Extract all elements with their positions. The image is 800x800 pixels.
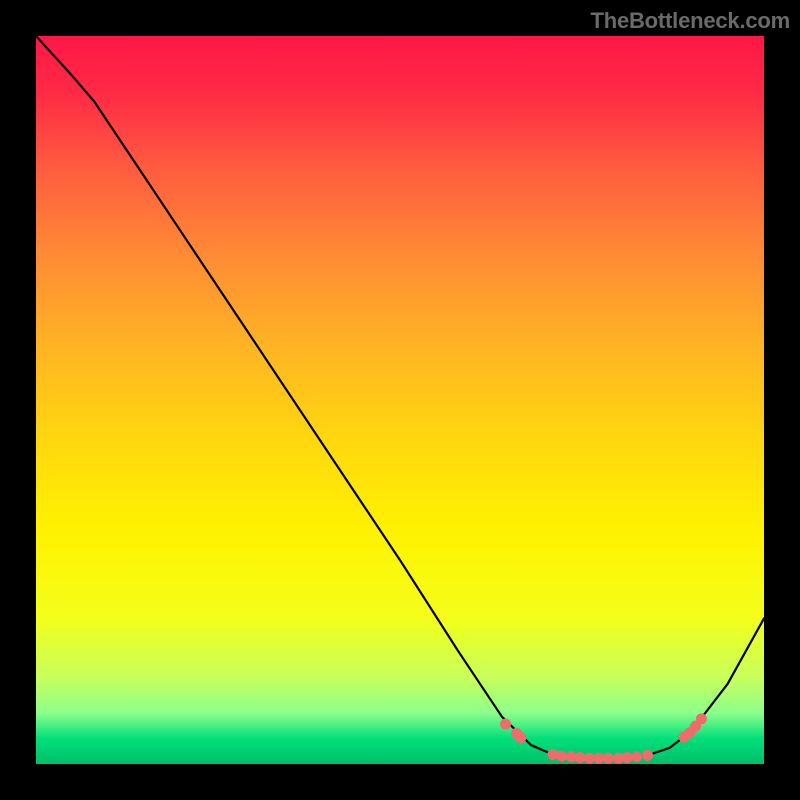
- curve-marker: [556, 750, 567, 761]
- curve-marker: [631, 751, 642, 762]
- curve-marker: [515, 732, 526, 743]
- bottleneck-chart: [36, 36, 764, 764]
- watermark-text: TheBottleneck.com: [590, 8, 790, 34]
- chart-background: [36, 36, 764, 764]
- curve-marker: [574, 752, 585, 763]
- curve-marker: [696, 713, 707, 724]
- curve-marker: [603, 753, 614, 764]
- curve-marker: [584, 753, 595, 764]
- curve-marker: [593, 753, 604, 764]
- curve-marker: [500, 718, 511, 729]
- curve-marker: [642, 750, 653, 761]
- curve-marker: [622, 752, 633, 763]
